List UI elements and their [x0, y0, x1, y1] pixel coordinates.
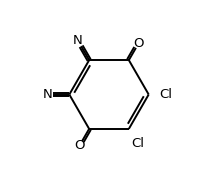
- Text: O: O: [74, 139, 85, 152]
- Text: O: O: [133, 37, 144, 50]
- Text: Cl: Cl: [159, 88, 172, 101]
- Text: Cl: Cl: [131, 137, 144, 150]
- Text: N: N: [73, 34, 83, 47]
- Text: N: N: [42, 88, 52, 101]
